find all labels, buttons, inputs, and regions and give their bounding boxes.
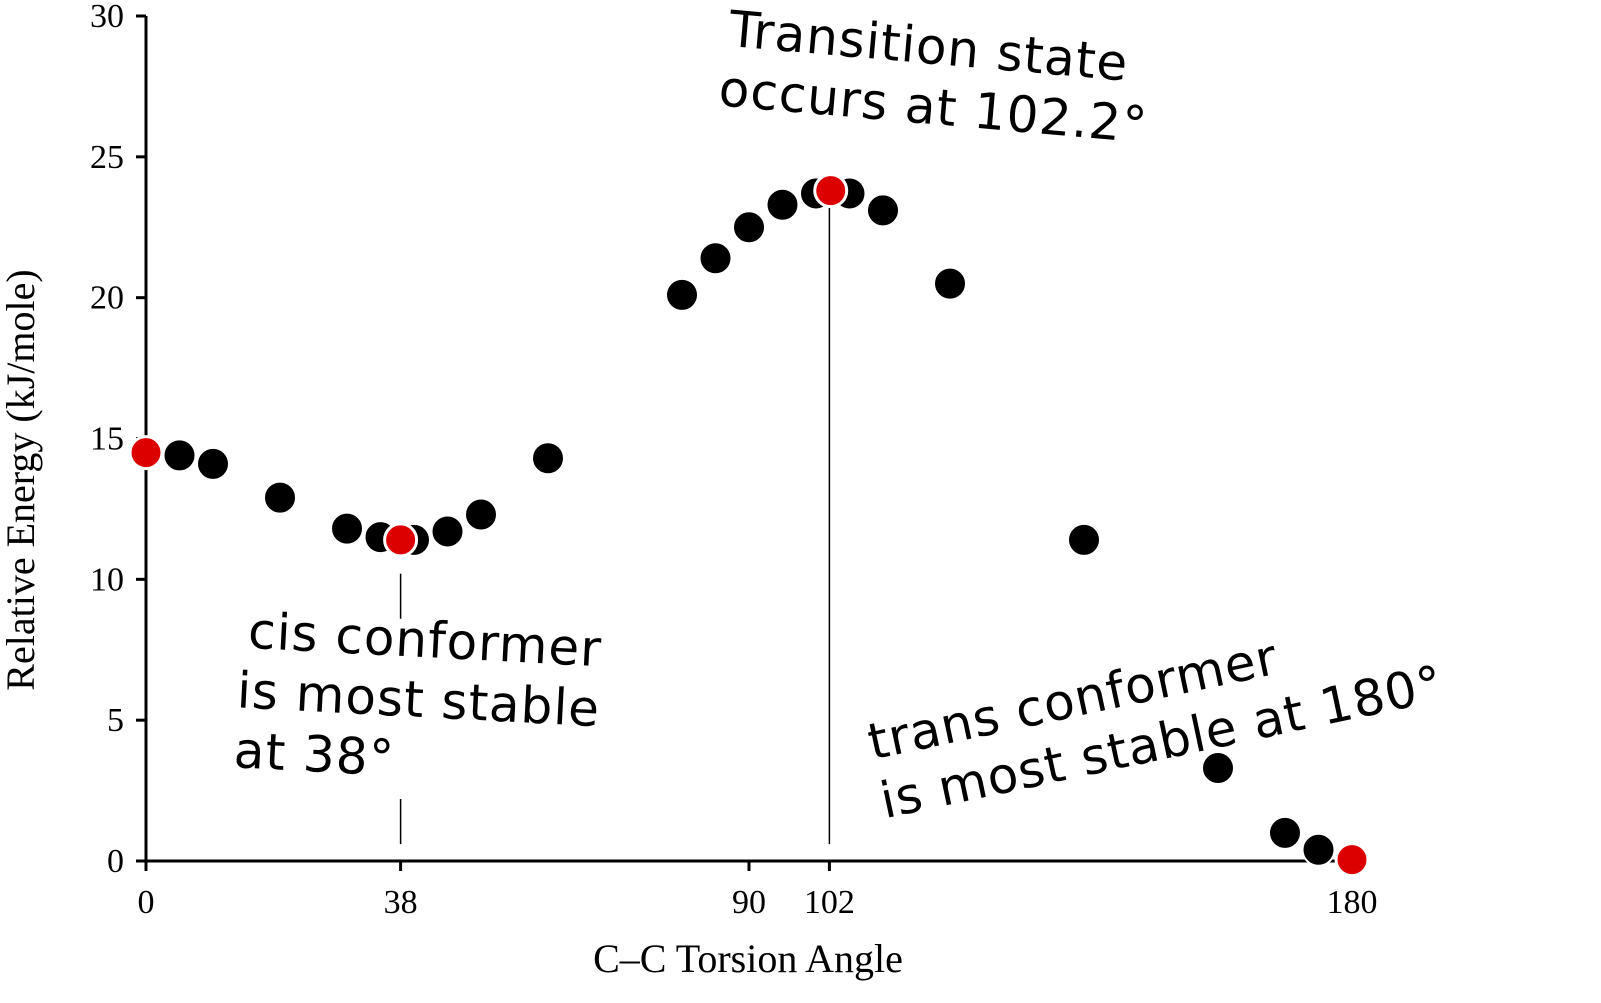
- y-tick-label: 25: [90, 139, 124, 176]
- data-point: [330, 511, 364, 546]
- data-point: [765, 187, 800, 222]
- data-point: [430, 514, 465, 549]
- x-axis-title: C–C Torsion Angle: [593, 936, 903, 981]
- x-tick-label: 90: [732, 884, 766, 921]
- y-tick-label: 10: [90, 561, 124, 598]
- highlight-point: [383, 522, 419, 558]
- highlight-point: [813, 173, 849, 209]
- data-point: [866, 193, 900, 228]
- annotation-cis-conformer: cis conformer is most stable at 38°: [233, 602, 604, 788]
- x-tick-label: 0: [138, 884, 155, 921]
- data-point: [665, 277, 699, 312]
- annotation-cis-line-3: at 38°: [233, 721, 397, 787]
- highlight-point: [1334, 842, 1370, 878]
- data-point: [933, 266, 967, 301]
- x-tick-label: 38: [384, 884, 418, 921]
- x-tick-label: 102: [804, 884, 855, 921]
- data-point: [1067, 522, 1101, 557]
- y-tick-label: 30: [90, 0, 124, 35]
- data-points: [128, 173, 1370, 878]
- y-axis-title: Relative Energy (kJ/mole): [0, 269, 43, 690]
- data-point: [1301, 832, 1336, 867]
- data-point: [464, 497, 498, 532]
- y-tick-label: 0: [107, 843, 124, 880]
- y-tick-label: 5: [107, 702, 124, 739]
- guide-lines: [399, 190, 831, 845]
- axes: 0 5 10 15 20 25 30 0 38 90 102 180: [90, 0, 1378, 921]
- data-point: [732, 210, 766, 245]
- annotation-trans-conformer: trans conformer is most stable at 180°: [863, 628, 1449, 830]
- highlight-point: [128, 435, 164, 471]
- data-point: [1201, 751, 1235, 786]
- data-point: [263, 480, 297, 515]
- y-tick-label: 15: [90, 421, 124, 458]
- data-point: [162, 438, 197, 473]
- y-tick-label: 20: [90, 280, 124, 317]
- data-point: [1268, 815, 1302, 850]
- data-point: [196, 446, 230, 481]
- data-point: [531, 441, 565, 476]
- data-point: [698, 241, 733, 276]
- annotation-transition-state: Transition state occurs at 102.2°: [717, 0, 1150, 155]
- x-tick-label: 180: [1327, 884, 1378, 921]
